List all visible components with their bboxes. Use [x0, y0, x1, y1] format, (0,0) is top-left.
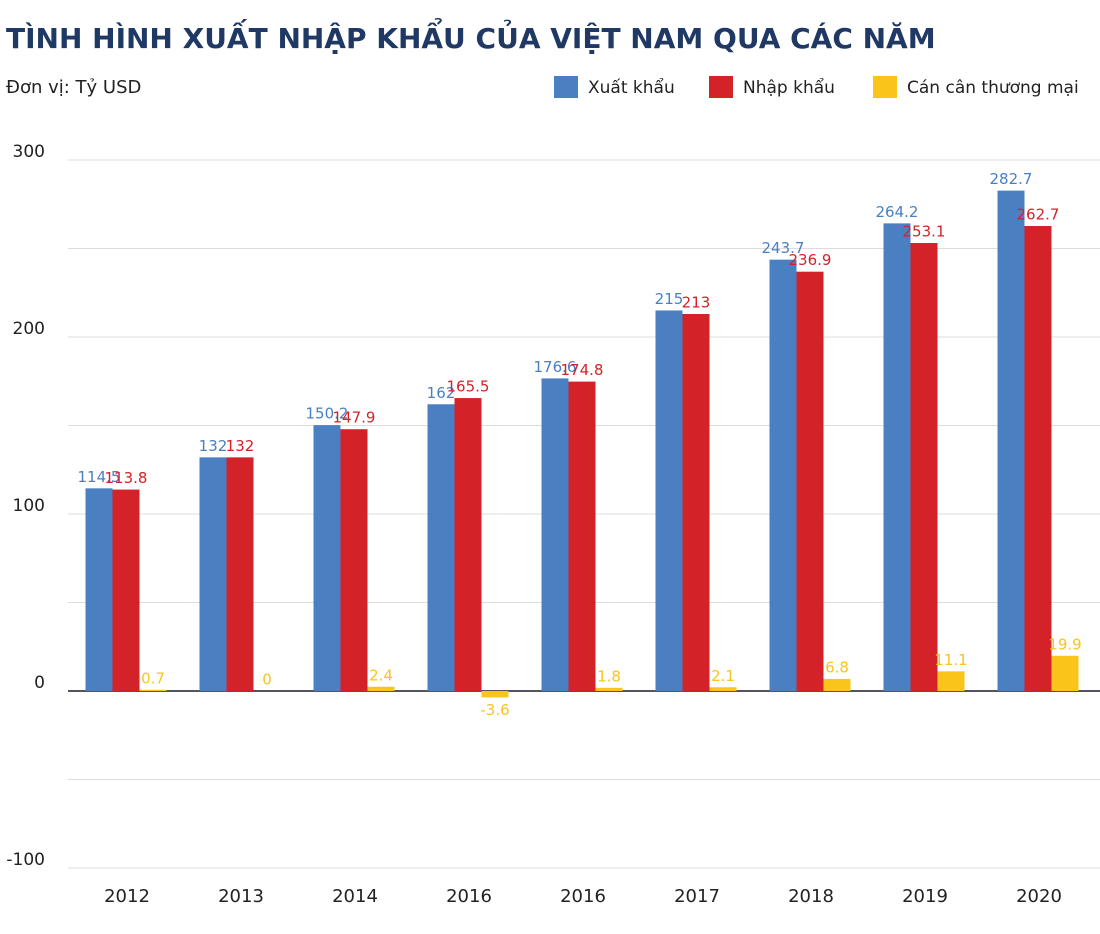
bar: [1052, 656, 1079, 691]
y-tick-label: -100: [6, 850, 45, 870]
bar: [341, 429, 368, 691]
bar: [938, 671, 965, 691]
x-tick-label: 2020: [1016, 886, 1062, 907]
data-label: 11.1: [934, 651, 967, 669]
bar: [314, 425, 341, 691]
chart-subtitle: Đơn vị: Tỷ USD: [6, 77, 141, 98]
data-label: 264.2: [876, 203, 919, 221]
data-label: 215: [655, 290, 684, 308]
y-tick-label: 0: [34, 673, 45, 693]
bar: [824, 679, 851, 691]
y-tick-label: 300: [13, 142, 45, 162]
data-label: 165.5: [447, 378, 490, 396]
x-tick-label: 2019: [902, 886, 948, 907]
bar: [113, 490, 140, 691]
bar: [569, 382, 596, 691]
legend-label: Nhập khẩu: [743, 77, 835, 98]
x-tick-label: 2017: [674, 886, 720, 907]
bar: [428, 404, 455, 691]
bar: [482, 691, 509, 697]
bar: [797, 272, 824, 691]
data-label: 1.8: [597, 667, 621, 685]
legend-label: Cán cân thương mại: [907, 78, 1079, 98]
data-label: 282.7: [990, 170, 1033, 188]
data-label: 2.1: [711, 667, 735, 685]
x-tick-label: 2016: [560, 886, 606, 907]
bar: [542, 378, 569, 691]
bar: [227, 457, 254, 691]
bar: [656, 310, 683, 691]
data-label: 236.9: [789, 251, 832, 269]
x-tick-label: 2018: [788, 886, 834, 907]
bar: [596, 688, 623, 691]
bar: [683, 314, 710, 691]
bar: [200, 457, 227, 691]
data-label: 6.8: [825, 658, 849, 676]
data-label: 113.8: [105, 469, 148, 487]
y-tick-label: 200: [13, 319, 45, 339]
x-tick-label: 2013: [218, 886, 264, 907]
legend-swatch: [709, 76, 733, 98]
data-label: 262.7: [1017, 206, 1060, 224]
bar: [368, 687, 395, 691]
data-label: 0: [262, 671, 272, 689]
legend-label: Xuất khẩu: [588, 77, 675, 98]
bar: [86, 488, 113, 691]
bar: [884, 223, 911, 691]
bar: [710, 687, 737, 691]
bar: [455, 398, 482, 691]
data-label: 253.1: [903, 223, 946, 241]
data-label: -3.6: [480, 701, 509, 719]
data-label: 0.7: [141, 669, 165, 687]
data-label: 132: [226, 437, 255, 455]
data-label: 19.9: [1048, 635, 1081, 653]
data-label: 2.4: [369, 666, 393, 684]
legend-swatch: [554, 76, 578, 98]
bar: [998, 191, 1025, 691]
legend-swatch: [873, 76, 897, 98]
bar: [770, 260, 797, 691]
data-label: 213: [682, 293, 711, 311]
data-label: 132: [199, 437, 228, 455]
bar: [140, 690, 167, 691]
data-label: 147.9: [333, 409, 376, 427]
x-tick-label: 2016: [446, 886, 492, 907]
bar: [911, 243, 938, 691]
x-tick-label: 2014: [332, 886, 378, 907]
y-tick-label: 100: [13, 496, 45, 516]
data-label: 174.8: [561, 361, 604, 379]
x-tick-label: 2012: [104, 886, 150, 907]
chart-title: TÌNH HÌNH XUẤT NHẬP KHẨU CỦA VIỆT NAM QU…: [6, 16, 936, 55]
bar: [1025, 226, 1052, 691]
